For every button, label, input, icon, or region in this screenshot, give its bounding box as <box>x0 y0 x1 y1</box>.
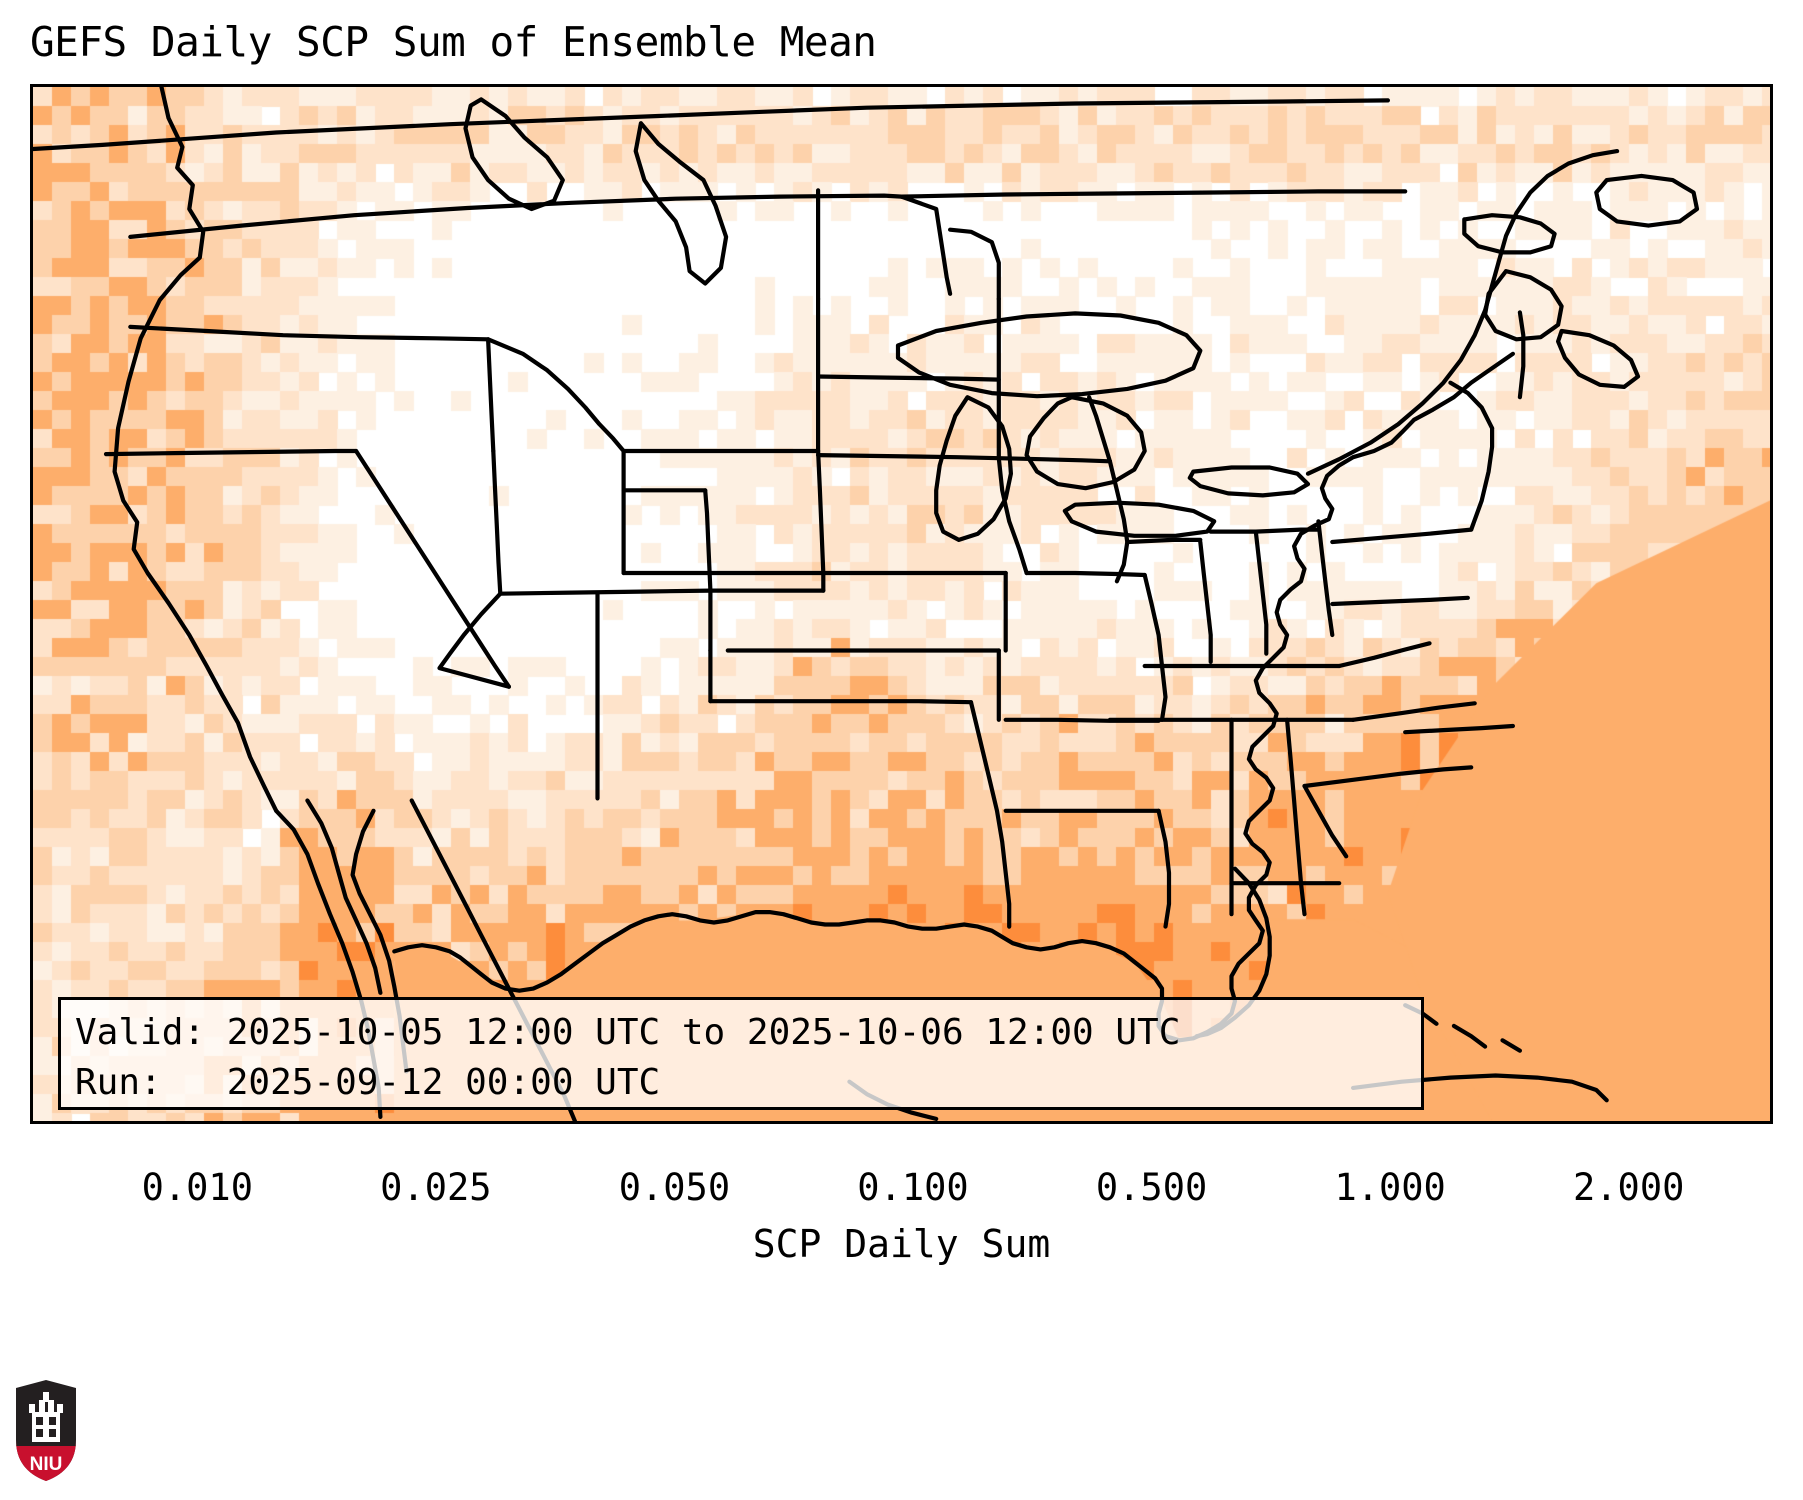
colorbar-tick-label: 1.000 <box>1334 1166 1446 1209</box>
valid-time-line: Valid: 2025-10-05 12:00 UTC to 2025-10-0… <box>75 1012 1181 1053</box>
colorbar-tick-label: 0.025 <box>380 1166 492 1209</box>
colorbar-tick-label: 0.500 <box>1095 1166 1208 1209</box>
colorbar-tick-label: 0.050 <box>618 1166 731 1209</box>
colorbar-tick-label: 2.000 <box>1573 1166 1685 1209</box>
scp-heatmap-grid <box>33 87 1770 1121</box>
niu-logo-text: NIU <box>30 1454 63 1475</box>
page-title: GEFS Daily SCP Sum of Ensemble Mean <box>30 18 877 66</box>
forecast-map[interactable] <box>30 84 1773 1124</box>
forecast-info-box: Valid: 2025-10-05 12:00 UTC to 2025-10-0… <box>58 997 1424 1110</box>
colorbar-tick-label: 0.100 <box>857 1166 969 1209</box>
colorbar-tick-label: 0.010 <box>141 1166 253 1209</box>
colorbar-axis-label: SCP Daily Sum <box>752 1222 1051 1266</box>
niu-logo: NIU <box>16 1380 76 1481</box>
run-time-line: Run: 2025-09-12 00:00 UTC <box>75 1062 661 1103</box>
